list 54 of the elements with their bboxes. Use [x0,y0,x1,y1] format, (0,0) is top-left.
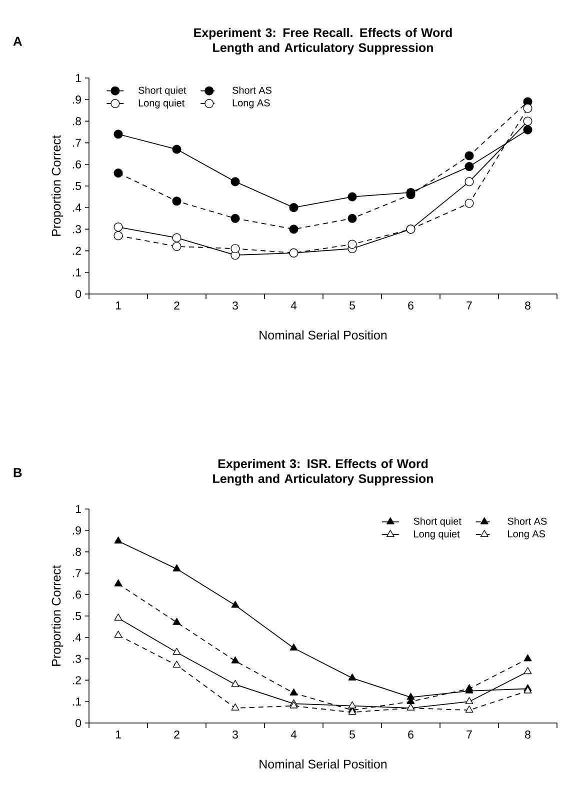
y-tick-label: .6 [72,160,81,168]
y-tick-label: .9 [72,526,81,534]
legend-label: Short quiet [414,517,462,527]
y-tick-label: .4 [72,633,82,642]
y-tick-label: .8 [72,117,81,126]
y-tick-label: 1 [76,505,81,513]
legend-label: Long quiet [414,530,460,540]
x-tick-label: 6 [408,730,414,739]
x-tick-label: 2 [174,730,180,739]
chart-title: Experiment 3: ISR. Effects of Word Length and Articulatory Suppression [213,458,433,486]
y-tick-label: .5 [72,612,82,620]
x-tick-label: 7 [466,302,472,310]
y-tick-label: .4 [72,204,82,212]
y-tick-label: .5 [72,182,82,190]
y-tick-label: .7 [72,138,81,147]
y-tick-label: 0 [76,290,82,298]
x-tick-label: 5 [350,730,355,738]
legend-label: Long quiet [138,99,185,108]
y-tick-label: .2 [72,676,81,684]
x-tick-label: 3 [232,730,238,739]
x-tick-label: 8 [525,302,530,310]
y-tick-label: .1 [72,268,81,276]
x-tick-label: 3 [232,302,238,310]
y-tick-label: .7 [72,569,81,578]
y-axis-title: Proportion Correct [51,135,64,236]
x-axis-title: Nominal Serial Position [260,759,387,769]
x-tick-label: 1 [116,302,121,310]
x-tick-label: 1 [116,730,121,738]
y-tick-label: 0 [76,718,82,728]
y-tick-label: .1 [72,698,81,706]
x-tick-label: 8 [525,730,530,739]
legend-label: Short AS [232,86,272,94]
y-tick-label: .6 [72,590,81,599]
x-tick-label: 4 [290,730,297,738]
y-tick-label: .8 [72,548,81,556]
x-tick-label: 4 [290,302,297,310]
y-tick-label: .2 [72,246,81,255]
x-tick-label: 5 [350,302,355,310]
x-axis-title: Nominal Serial Position [260,330,387,340]
text: A [13,36,22,46]
text: B [14,468,22,478]
legend-label: Long AS [232,99,270,108]
legend-label: Long AS [508,530,546,540]
y-axis-title: Proportion Correct [51,565,64,666]
legend-label: Short AS [508,517,547,525]
legend-label: Short quiet [138,86,186,96]
y-tick-label: .3 [72,225,81,234]
x-tick-label: 6 [408,302,414,310]
chart-title: Experiment 3: Free Recall. Effects of Word Length and Articulatory Suppression [194,28,452,55]
y-tick-label: 1 [76,74,81,82]
y-tick-label: .3 [72,654,81,663]
y-tick-label: .9 [72,96,81,104]
x-tick-label: 7 [466,730,472,738]
x-tick-label: 2 [174,302,180,310]
